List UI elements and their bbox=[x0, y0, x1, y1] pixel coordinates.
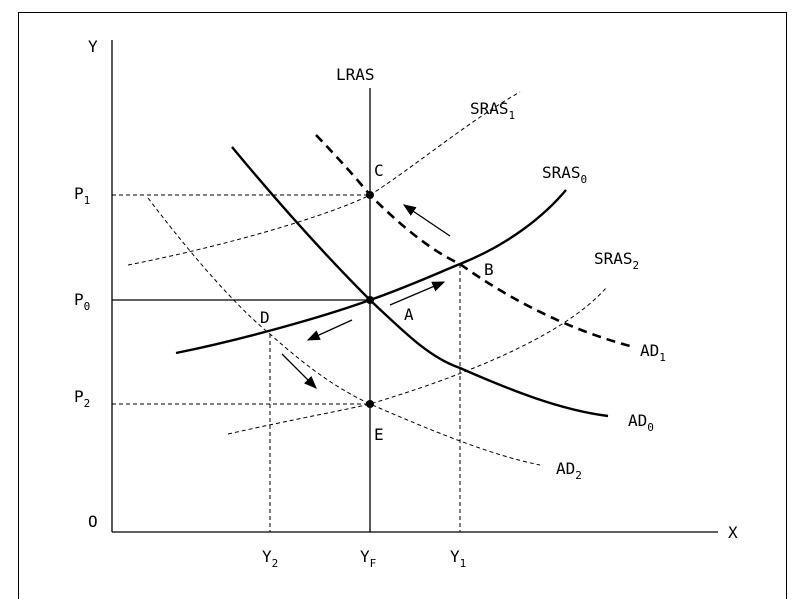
x-axis-label: X bbox=[728, 523, 738, 542]
point-e-dot bbox=[366, 400, 374, 408]
origin-label: O bbox=[88, 512, 98, 531]
p0-label: P0 bbox=[74, 290, 90, 313]
arrow-a-to-d bbox=[306, 319, 353, 341]
y1-label: Y1 bbox=[450, 547, 466, 570]
y-axis-label: Y bbox=[88, 37, 98, 56]
point-a-dot bbox=[366, 296, 374, 304]
p1-label: P1 bbox=[74, 184, 90, 207]
point-c-dot bbox=[366, 191, 374, 199]
arrow-a-to-b bbox=[389, 281, 446, 306]
diagram-frame bbox=[18, 12, 787, 599]
sras1-curve bbox=[127, 91, 521, 266]
ad0-label: AD0 bbox=[628, 411, 654, 434]
arrow-b-to-c bbox=[402, 204, 451, 237]
sras2-curve bbox=[227, 287, 607, 435]
arrow-d-to-e bbox=[281, 353, 317, 389]
p2-label: P2 bbox=[74, 387, 90, 410]
lras-label: LRAS bbox=[336, 65, 375, 84]
sras0-curve bbox=[175, 189, 567, 355]
point-c-label: C bbox=[374, 161, 384, 180]
point-e-label: E bbox=[374, 425, 384, 444]
ad0-curve bbox=[231, 146, 609, 418]
sras1-label: SRAS1 bbox=[470, 99, 515, 122]
ad1-curve bbox=[315, 134, 631, 348]
y2-label: Y2 bbox=[262, 547, 278, 570]
sras2-label: SRAS2 bbox=[594, 249, 639, 272]
yf-label: YF bbox=[360, 547, 376, 570]
ad2-curve bbox=[147, 197, 541, 466]
ad1-label: AD1 bbox=[640, 341, 666, 364]
ad2-label: AD2 bbox=[556, 459, 582, 482]
point-b-label: B bbox=[484, 260, 494, 279]
sras0-label: SRAS0 bbox=[542, 163, 587, 186]
point-a-label: A bbox=[404, 305, 414, 324]
point-d-label: D bbox=[260, 308, 270, 327]
